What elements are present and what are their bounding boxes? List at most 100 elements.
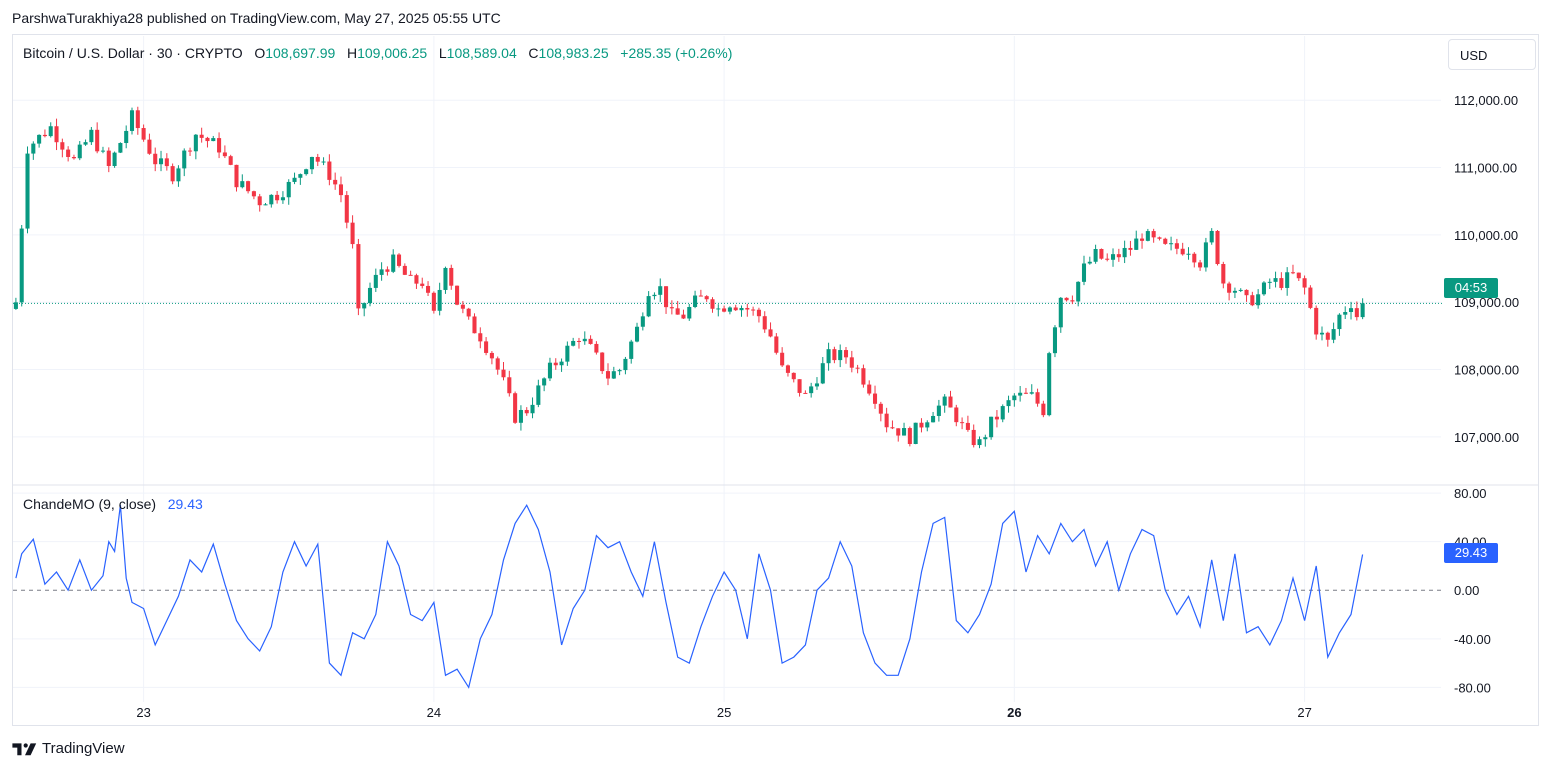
candle-body [513, 393, 518, 423]
candle-body [489, 352, 494, 359]
candle-body [95, 129, 100, 152]
candle [298, 173, 303, 185]
candle-body [1325, 332, 1330, 340]
candle-body [1209, 230, 1214, 243]
candle [803, 390, 808, 394]
candle-body [727, 307, 732, 312]
candle [1244, 289, 1249, 302]
candle [1174, 238, 1179, 255]
candle-body [1087, 261, 1092, 264]
candle [547, 357, 552, 382]
candle [437, 282, 442, 316]
countdown-price-tag: 04:53 [1444, 278, 1498, 298]
ohlc-legend: Bitcoin / U.S. Dollar · 30 · CRYPTO O108… [23, 45, 732, 61]
candle-body [158, 158, 164, 165]
candle [443, 266, 448, 294]
candle-body [48, 126, 53, 137]
candle-body [1116, 254, 1121, 258]
close-value: 108,983.25 [538, 45, 609, 61]
candle-body [333, 179, 338, 185]
candle-body [1058, 297, 1063, 328]
candle-body [1221, 264, 1226, 284]
brand-name: TradingView [42, 740, 125, 757]
candle [1279, 272, 1284, 291]
candle [594, 341, 599, 355]
candle-body [588, 338, 593, 344]
candle-body [872, 393, 878, 404]
candle-body [1285, 272, 1290, 288]
candle-body [66, 149, 71, 157]
candle [733, 304, 738, 312]
candle-body [739, 307, 744, 311]
candle-body [373, 274, 378, 288]
candle [681, 309, 686, 319]
candle-body [954, 407, 959, 423]
candle-body [1319, 332, 1325, 335]
candle [1041, 400, 1046, 418]
candle-body [1140, 238, 1145, 241]
oscillator-name[interactable]: ChandeMO (9, close) [23, 496, 157, 512]
candle-body [977, 439, 982, 446]
high-value: 109,006.25 [357, 45, 428, 61]
symbol-description[interactable]: Bitcoin / U.S. Dollar · 30 · CRYPTO [23, 45, 243, 61]
candle-body [594, 343, 599, 353]
candle-body [1052, 327, 1058, 354]
tradingview-brand[interactable]: TradingView [12, 740, 125, 757]
candle-body [1151, 231, 1156, 238]
candle [704, 295, 709, 302]
candle-body [965, 422, 970, 430]
candle-body [292, 177, 297, 182]
candle [309, 156, 314, 175]
candle [1169, 236, 1174, 251]
candle-body [925, 422, 930, 428]
candle [170, 163, 175, 185]
candle [1029, 384, 1034, 395]
candle-body [1192, 253, 1197, 263]
candle [826, 342, 831, 371]
candle-body [286, 181, 291, 198]
candle [1354, 301, 1359, 321]
candle [1209, 228, 1214, 245]
candle-body [466, 308, 471, 317]
candle-body [884, 413, 889, 428]
candle [315, 153, 320, 167]
axis-labels: 112,000.00 111,000.00 110,000.00 109,000.00… [136, 93, 1519, 720]
candle [1343, 306, 1348, 320]
candle-body [780, 352, 785, 366]
candle [907, 426, 912, 447]
candle-body [1041, 403, 1046, 416]
candle-body [971, 429, 976, 446]
chande-momentum-line [15, 503, 1364, 689]
candle [356, 238, 361, 316]
candle [333, 172, 338, 190]
candle-body [785, 365, 790, 373]
candle [919, 418, 924, 433]
candle-body [1012, 395, 1017, 401]
currency-button[interactable]: USD [1448, 39, 1536, 70]
candle [1180, 242, 1185, 256]
low-label: L [438, 45, 447, 61]
candle-body [1227, 283, 1232, 293]
candle [269, 194, 274, 208]
candle-body [298, 174, 303, 178]
candle-body [658, 286, 663, 295]
tradingview-logo-icon [12, 742, 37, 755]
candle-body [1337, 314, 1342, 330]
candle [687, 304, 692, 321]
candle [1250, 291, 1255, 307]
candle-body [669, 307, 674, 309]
candle [925, 420, 930, 432]
candle [588, 335, 593, 345]
time-tick-label: 27 [1297, 705, 1311, 720]
candle-body [1018, 392, 1023, 396]
candle [1337, 313, 1342, 336]
candle [1267, 278, 1272, 289]
candle [762, 311, 767, 333]
candle-body [675, 308, 680, 315]
candle-body [797, 379, 802, 393]
candle [1000, 404, 1005, 423]
candle [205, 136, 210, 148]
candle-body [1128, 247, 1133, 250]
candle [1018, 386, 1023, 402]
